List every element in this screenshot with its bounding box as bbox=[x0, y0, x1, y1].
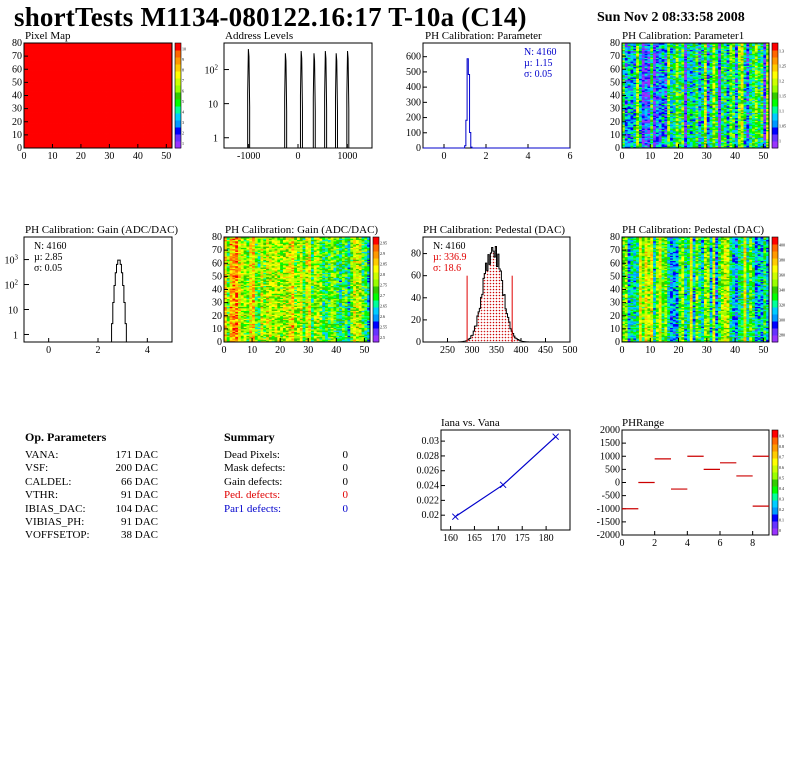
x-tick-label: 40 bbox=[133, 151, 143, 162]
address-peak bbox=[325, 51, 327, 148]
colorbar-cell bbox=[175, 99, 181, 107]
x-tick-label: 0 bbox=[442, 151, 447, 162]
stat-entries: N: 4160 bbox=[524, 47, 557, 58]
colorbar-cell bbox=[175, 64, 181, 72]
colorbar-cell bbox=[175, 113, 181, 121]
y-tick-label: 400 bbox=[406, 82, 421, 93]
address-peak bbox=[248, 49, 250, 148]
colorbar-cell bbox=[175, 50, 181, 58]
colorbar-tick-label: 9 bbox=[182, 57, 184, 62]
y-tick-label: 200 bbox=[406, 113, 421, 124]
stat-mean: µ: 1.15 bbox=[524, 58, 553, 69]
y-tick-label: 30 bbox=[12, 104, 22, 115]
colorbar-cell bbox=[175, 43, 181, 51]
x-tick-label: 0 bbox=[22, 151, 27, 162]
x-tick-label: 0 bbox=[296, 151, 301, 162]
colorbar-cell bbox=[175, 71, 181, 79]
y-tick-label: 0 bbox=[17, 143, 22, 154]
colorbar-cell bbox=[175, 120, 181, 128]
y-tick-label: 100 bbox=[406, 128, 421, 139]
y-tick-label: 50 bbox=[12, 77, 22, 88]
plot-frame bbox=[224, 43, 372, 148]
colorbar-tick-label: 10 bbox=[182, 46, 186, 51]
address-peak bbox=[335, 53, 337, 148]
colorbar-cell bbox=[175, 134, 181, 142]
colorbar-cell bbox=[175, 57, 181, 65]
x-tick-label: 20 bbox=[76, 151, 86, 162]
address-peak bbox=[300, 51, 302, 148]
colorbar-cell bbox=[175, 92, 181, 100]
y-tick-label: 10 bbox=[12, 130, 22, 141]
y-tick-label: 500 bbox=[406, 67, 421, 78]
address-peak bbox=[313, 53, 315, 148]
y-tick-label: 600 bbox=[406, 52, 421, 63]
address-peak bbox=[347, 51, 349, 148]
colorbar-cell bbox=[175, 78, 181, 86]
colorbar-tick-label: 7 bbox=[182, 78, 184, 83]
y-tick-label: 300 bbox=[406, 97, 421, 108]
y-tick-label: 60 bbox=[12, 64, 22, 75]
x-tick-label: 6 bbox=[568, 151, 573, 162]
x-tick-label: 2 bbox=[484, 151, 489, 162]
colorbar-tick-label: 1 bbox=[182, 141, 184, 146]
colorbar-cell bbox=[175, 106, 181, 114]
y-tick-label: 102 bbox=[205, 64, 219, 77]
x-tick-label: -1000 bbox=[237, 151, 260, 162]
stat-sigma: σ: 0.05 bbox=[524, 69, 552, 80]
y-tick-label: 1 bbox=[213, 134, 218, 145]
colorbar-cell bbox=[175, 141, 181, 149]
x-tick-label: 50 bbox=[161, 151, 171, 162]
x-tick-label: 1000 bbox=[337, 151, 357, 162]
y-tick-label: 0 bbox=[416, 143, 421, 154]
address-peak bbox=[285, 53, 287, 148]
colorbar-tick-label: 6 bbox=[182, 88, 184, 93]
colorbar-tick-label: 3 bbox=[182, 120, 184, 125]
y-tick-label: 80 bbox=[12, 38, 22, 49]
colorbar-tick-label: 5 bbox=[182, 99, 184, 104]
x-tick-label: 30 bbox=[104, 151, 114, 162]
y-tick-label: 70 bbox=[12, 51, 22, 62]
y-tick-label: 40 bbox=[12, 91, 22, 102]
x-tick-label: 4 bbox=[526, 151, 531, 162]
y-tick-label: 20 bbox=[12, 117, 22, 128]
y-tick-label: 10 bbox=[208, 100, 218, 111]
colorbar-tick-label: 2 bbox=[182, 130, 184, 135]
x-tick-label: 10 bbox=[47, 151, 57, 162]
colorbar-tick-label: 4 bbox=[182, 109, 184, 114]
colorbar-tick-label: 8 bbox=[182, 67, 184, 72]
colorbar-cell bbox=[175, 127, 181, 135]
colorbar-cell bbox=[175, 85, 181, 93]
